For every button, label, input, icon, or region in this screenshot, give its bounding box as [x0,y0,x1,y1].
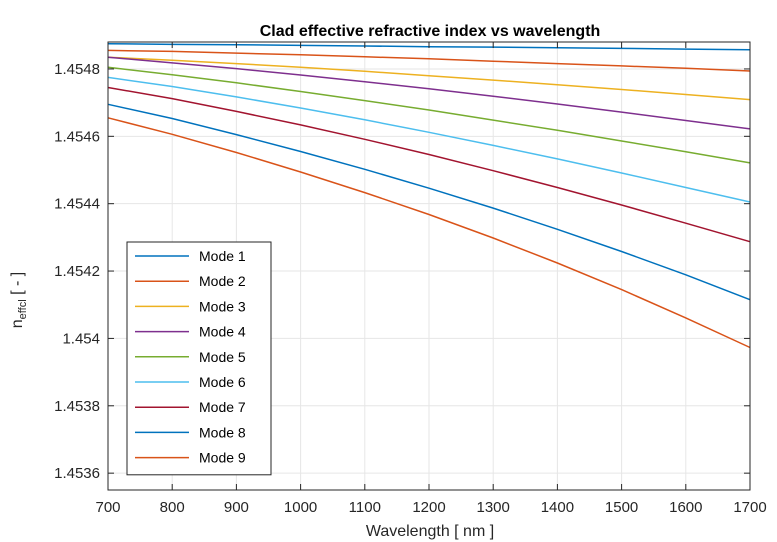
y-tick-label: 1.4548 [54,61,100,78]
legend-label: Mode 8 [199,424,246,440]
x-axis-label: Wavelength [ nm ] [366,523,494,540]
series-line-mode-7 [107,86,751,243]
x-tick-label: 800 [160,499,185,516]
legend-label: Mode 2 [199,273,246,289]
legend-label: Mode 4 [199,324,246,340]
x-tick-label: 700 [95,499,120,516]
x-tick-label: 1500 [605,499,638,516]
x-tick-label: 1000 [284,499,317,516]
series-line-mode-2 [107,49,751,72]
y-tick-label: 1.4546 [54,128,100,145]
x-tick-label: 1600 [669,499,702,516]
legend-label: Mode 7 [199,399,246,415]
series-line-mode-3 [107,56,751,101]
legend-label: Mode 3 [199,298,246,314]
legend-label: Mode 5 [199,349,246,365]
y-axis-label-main: n [9,319,26,328]
x-tick-label: 1300 [477,499,510,516]
y-axis: 1.4536 1.4538 1.454 1.4542 1.4544 1.4546 1.454… [54,61,750,482]
x-tick-label: 1100 [349,499,381,516]
x-tick-label: 900 [224,499,249,516]
y-tick-label: 1.4538 [54,398,100,415]
series-line-mode-6 [107,76,751,203]
legend-label: Mode 6 [199,374,246,390]
x-tick-label: 1700 [733,499,766,516]
legend-label: Mode 9 [199,450,246,466]
series-line-mode-5 [107,66,751,164]
series-line-mode-8 [107,103,751,301]
series-line-mode-4 [107,56,751,130]
y-axis-label: neffcl [ - ] [9,272,29,328]
y-tick-label: 1.4544 [54,196,100,213]
x-tick-label: 1200 [412,499,445,516]
y-tick-label: 1.454 [62,330,100,347]
series-line-mode-9 [107,117,751,349]
x-axis: 700 800 900 1000 1100 1200 1300 1400 1500 1600 170… [95,42,767,516]
chart-title: Clad effective refractive index vs wavel… [260,23,601,40]
legend-label: Mode 1 [199,248,246,264]
y-axis-label-unit: [ - ] [9,272,26,300]
y-tick-label: 1.4542 [54,263,100,280]
y-axis-label-subscript: effcl [17,299,29,319]
y-tick-label: 1.4536 [54,465,100,482]
x-tick-label: 1400 [541,499,574,516]
legend: Mode 1 Mode 2 Mode 3 Mode 4 Mode 5 Mode 6 Mode… [126,241,272,476]
